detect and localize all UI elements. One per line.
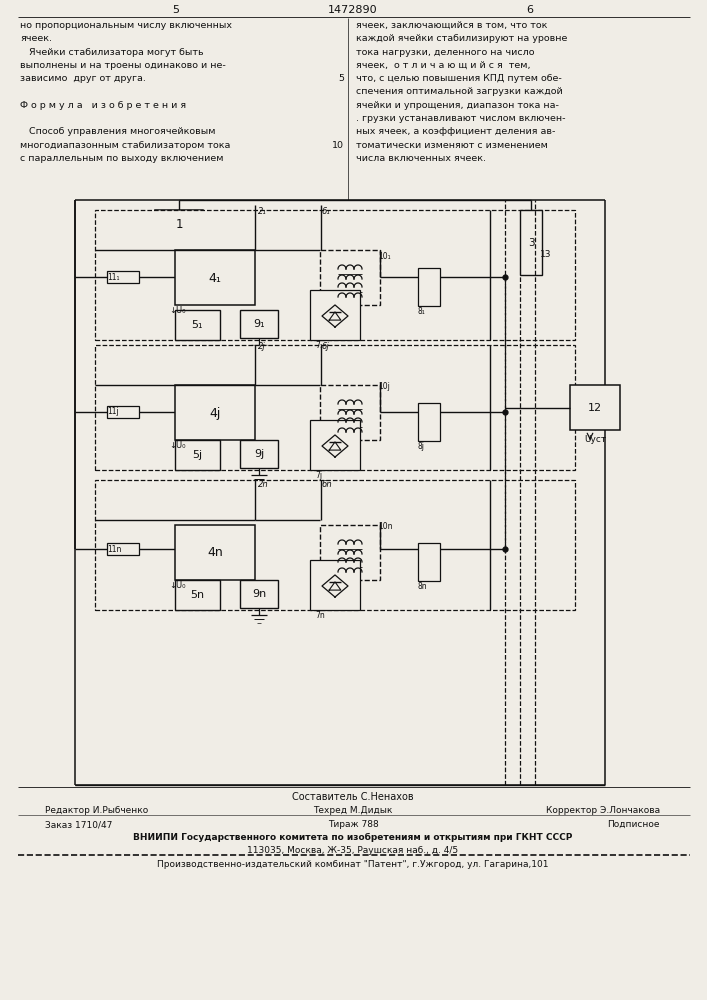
Text: 7n: 7n <box>315 611 325 620</box>
Text: 7j: 7j <box>315 471 322 480</box>
Bar <box>418 543 440 581</box>
Bar <box>310 420 360 470</box>
Text: Способ управления многоячейковым: Способ управления многоячейковым <box>20 127 216 136</box>
Text: Редактор И.Рыбченко: Редактор И.Рыбченко <box>45 806 148 815</box>
Text: 10j: 10j <box>378 382 390 391</box>
Text: 5j: 5j <box>192 450 202 460</box>
Bar <box>107 271 139 283</box>
Bar <box>175 525 255 580</box>
Text: зависимо  друг от друга.: зависимо друг от друга. <box>20 74 146 83</box>
Text: что, с целью повышения КПД путем обе-: что, с целью повышения КПД путем обе- <box>356 74 562 83</box>
Bar <box>320 525 380 580</box>
Text: ↓U₀: ↓U₀ <box>169 306 185 315</box>
Bar <box>240 580 278 608</box>
Text: Тираж 788: Тираж 788 <box>327 820 378 829</box>
Text: Ф о р м у л а   и з о б р е т е н и я: Ф о р м у л а и з о б р е т е н и я <box>20 101 186 110</box>
Text: 11j: 11j <box>107 408 119 416</box>
Text: томатически изменяют с изменением: томатически изменяют с изменением <box>356 141 548 150</box>
Bar <box>175 580 220 610</box>
Bar <box>310 290 360 340</box>
Text: Составитель С.Ненахов: Составитель С.Ненахов <box>292 792 414 802</box>
Bar <box>95 345 575 470</box>
Text: 2n: 2n <box>258 480 269 489</box>
Text: Заказ 1710/47: Заказ 1710/47 <box>45 820 112 829</box>
Text: Производственно-издательский комбинат "Патент", г.Ужгород, ул. Гагарина,101: Производственно-издательский комбинат "П… <box>157 860 549 869</box>
Text: 5n: 5n <box>190 590 204 600</box>
Text: Ячейки стабилизатора могут быть: Ячейки стабилизатора могут быть <box>20 48 204 57</box>
Text: выполнены и на троены одинаково и не-: выполнены и на троены одинаково и не- <box>20 61 226 70</box>
Text: ячеек, заключающийся в том, что ток: ячеек, заключающийся в том, что ток <box>356 21 547 30</box>
Text: спечения оптимальной загрузки каждой: спечения оптимальной загрузки каждой <box>356 88 563 97</box>
Text: 10n: 10n <box>378 522 392 531</box>
Text: ↓U₀: ↓U₀ <box>169 581 185 590</box>
Text: 7₁: 7₁ <box>315 341 323 350</box>
Text: многодиапазонным стабилизатором тока: многодиапазонным стабилизатором тока <box>20 141 230 150</box>
Text: ячейки и упрощения, диапазон тока на-: ячейки и упрощения, диапазон тока на- <box>356 101 559 110</box>
Text: каждой ячейки стабилизируют на уровне: каждой ячейки стабилизируют на уровне <box>356 34 568 43</box>
Text: ячеек.: ячеек. <box>20 34 52 43</box>
Text: 9₁: 9₁ <box>253 319 265 329</box>
Text: 5₁: 5₁ <box>192 320 203 330</box>
Text: тока нагрузки, деленного на число: тока нагрузки, деленного на число <box>356 48 534 57</box>
Text: 6₁: 6₁ <box>321 207 329 216</box>
Text: 1472890: 1472890 <box>328 5 378 15</box>
Text: ↓U₀: ↓U₀ <box>169 441 185 450</box>
Text: 10₁: 10₁ <box>378 252 391 261</box>
Text: 4n: 4n <box>207 546 223 560</box>
Bar <box>418 268 440 306</box>
Text: 13: 13 <box>540 250 551 259</box>
Text: 8j: 8j <box>418 442 425 451</box>
Text: 2₁: 2₁ <box>258 207 267 216</box>
Text: 5: 5 <box>338 74 344 83</box>
Text: 6: 6 <box>527 5 534 15</box>
Text: 4₁: 4₁ <box>209 271 221 284</box>
Bar <box>175 385 255 440</box>
Text: 3: 3 <box>527 238 534 248</box>
Bar <box>310 560 360 610</box>
Text: 8n: 8n <box>418 582 428 591</box>
Text: Техред М.Дидык: Техред М.Дидык <box>313 806 392 815</box>
Text: 11₁: 11₁ <box>107 272 119 282</box>
Text: 12: 12 <box>588 403 602 413</box>
Text: с параллельным по выходу включением: с параллельным по выходу включением <box>20 154 223 163</box>
Bar <box>175 310 220 340</box>
Bar <box>240 310 278 338</box>
Text: 9j: 9j <box>254 449 264 459</box>
Text: Корректор Э.Лончакова: Корректор Э.Лончакова <box>546 806 660 815</box>
Bar <box>320 385 380 440</box>
Bar <box>95 480 575 610</box>
Text: Подписное: Подписное <box>607 820 660 829</box>
Text: 4j: 4j <box>209 406 221 420</box>
Text: ячеек,  о т л и ч а ю щ и й с я  тем,: ячеек, о т л и ч а ю щ и й с я тем, <box>356 61 530 70</box>
Text: числа включенных ячеек.: числа включенных ячеек. <box>356 154 486 163</box>
Text: ных ячеек, а коэффициент деления ав-: ных ячеек, а коэффициент деления ав- <box>356 127 556 136</box>
Bar <box>520 210 542 275</box>
Text: 10: 10 <box>332 141 344 150</box>
Bar <box>107 543 139 555</box>
Text: ВНИИПИ Государственного комитета по изобретениям и открытиям при ГКНТ СССР: ВНИИПИ Государственного комитета по изоб… <box>134 833 573 842</box>
Text: 2j: 2j <box>258 342 266 351</box>
Bar <box>95 210 575 340</box>
Bar <box>175 440 220 470</box>
Text: но пропорциональным числу включенных: но пропорциональным числу включенных <box>20 21 232 30</box>
Text: 8₁: 8₁ <box>418 307 426 316</box>
Bar <box>240 440 278 468</box>
Text: Uуст: Uуст <box>584 435 606 444</box>
Bar <box>418 403 440 441</box>
Bar <box>570 385 620 430</box>
Text: 11n: 11n <box>107 544 122 554</box>
Text: 6j: 6j <box>321 342 329 351</box>
Text: 1: 1 <box>175 219 182 232</box>
Text: 5: 5 <box>173 5 180 15</box>
Text: 6n: 6n <box>321 480 332 489</box>
Text: 9n: 9n <box>252 589 266 599</box>
Text: 113035, Москва, Ж-35, Раушская наб., д. 4/5: 113035, Москва, Ж-35, Раушская наб., д. … <box>247 846 459 855</box>
Bar <box>155 210 203 240</box>
Bar <box>175 250 255 305</box>
Bar <box>107 406 139 418</box>
Bar <box>320 250 380 305</box>
Text: . грузки устанавливают числом включен-: . грузки устанавливают числом включен- <box>356 114 566 123</box>
